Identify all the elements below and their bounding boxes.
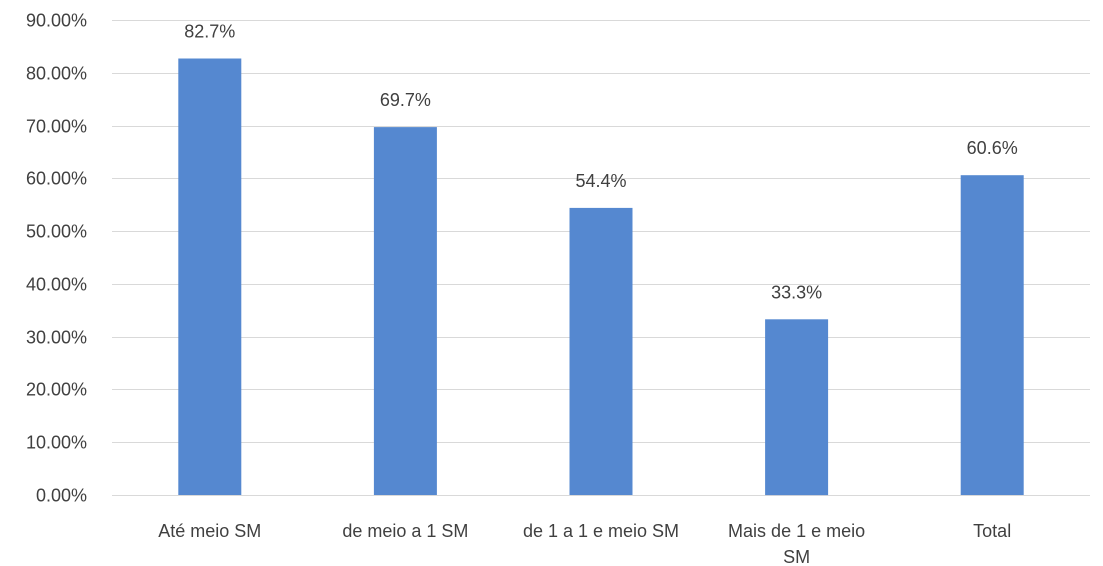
- y-tick-label: 20.00%: [26, 380, 87, 400]
- x-category-label: Até meio SM: [158, 521, 261, 541]
- y-tick-label: 30.00%: [26, 328, 87, 348]
- data-label: 82.7%: [184, 22, 235, 42]
- x-category-label-line: Até meio SM: [158, 521, 261, 541]
- data-label: 60.6%: [967, 138, 1018, 158]
- y-tick-label: 10.00%: [26, 433, 87, 453]
- y-tick-label: 90.00%: [26, 11, 87, 31]
- x-category-label-line: SM: [783, 547, 810, 566]
- x-category-label: Total: [973, 521, 1011, 541]
- y-tick-label: 70.00%: [26, 117, 87, 137]
- y-axis-tick-labels: 0.00% 10.00% 20.00% 30.00% 40.00% 50.00% 60.00…: [26, 11, 87, 506]
- bars: [178, 58, 1024, 496]
- bar: [373, 127, 437, 495]
- x-axis-category-labels: Até meio SM de meio a 1 SM de 1 a 1 e meio…: [158, 521, 1011, 566]
- bar: [960, 175, 1024, 495]
- x-category-label: de 1 a 1 e meio SM: [523, 521, 679, 541]
- x-category-label-line: Total: [973, 521, 1011, 541]
- y-tick-label: 50.00%: [26, 222, 87, 242]
- data-label: 54.4%: [575, 171, 626, 191]
- bar: [569, 207, 633, 495]
- x-category-label-line: Mais de 1 e meio: [728, 521, 865, 541]
- data-label: 33.3%: [771, 282, 822, 302]
- y-tick-label: 0.00%: [36, 486, 87, 506]
- y-tick-label: 60.00%: [26, 169, 87, 189]
- x-category-label: Mais de 1 e meio SM: [728, 521, 865, 566]
- data-label: 69.7%: [380, 90, 431, 110]
- y-tick-label: 80.00%: [26, 64, 87, 84]
- x-category-label-line: de 1 a 1 e meio SM: [523, 521, 679, 541]
- y-tick-label: 40.00%: [26, 275, 87, 295]
- data-labels: 82.7% 69.7% 54.4% 33.3% 60.6%: [184, 22, 1017, 303]
- x-category-label: de meio a 1 SM: [342, 521, 468, 541]
- x-category-label-line: de meio a 1 SM: [342, 521, 468, 541]
- bar: [765, 319, 829, 496]
- bar: [178, 58, 242, 495]
